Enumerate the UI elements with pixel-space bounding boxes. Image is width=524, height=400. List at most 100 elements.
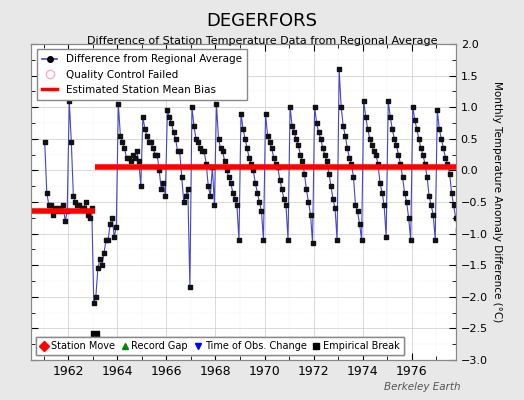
Point: [282, 202, 290, 208]
Point: [429, 212, 438, 218]
Point: [88, 205, 96, 212]
Point: [51, 205, 59, 212]
Point: [73, 202, 82, 208]
Point: [96, 256, 104, 262]
Point: [304, 199, 313, 205]
Point: [151, 151, 159, 158]
Point: [81, 199, 90, 205]
Point: [355, 221, 364, 227]
Point: [173, 148, 182, 155]
Point: [454, 227, 462, 234]
Point: [171, 136, 180, 142]
Point: [380, 202, 388, 208]
Point: [161, 192, 170, 199]
Point: [108, 214, 116, 221]
Point: [112, 224, 121, 230]
Point: [71, 199, 80, 205]
Text: DEGERFORS: DEGERFORS: [206, 12, 318, 30]
Point: [435, 126, 443, 132]
Point: [198, 148, 206, 155]
Point: [204, 183, 212, 189]
Point: [165, 114, 173, 120]
Point: [149, 145, 157, 152]
Point: [445, 170, 454, 177]
Point: [439, 145, 447, 152]
Point: [378, 189, 386, 196]
Text: Difference of Station Temperature Data from Regional Average: Difference of Station Temperature Data f…: [87, 36, 437, 46]
Point: [237, 110, 245, 117]
Point: [335, 66, 343, 72]
Point: [159, 180, 168, 186]
Point: [351, 202, 359, 208]
Point: [241, 136, 249, 142]
Point: [235, 237, 243, 243]
Point: [307, 212, 315, 218]
Point: [45, 202, 53, 208]
Point: [384, 98, 392, 104]
Point: [382, 234, 390, 240]
Point: [353, 208, 362, 215]
Point: [261, 110, 270, 117]
Point: [114, 101, 123, 107]
Point: [247, 161, 255, 167]
Point: [157, 186, 166, 192]
Point: [169, 129, 178, 136]
Point: [259, 237, 268, 243]
Point: [243, 145, 252, 152]
Point: [163, 107, 171, 114]
Point: [178, 174, 186, 180]
Point: [396, 161, 405, 167]
Point: [143, 132, 151, 139]
Point: [400, 189, 409, 196]
Point: [130, 154, 139, 161]
Point: [298, 158, 307, 164]
Point: [323, 158, 331, 164]
Point: [65, 98, 73, 104]
Point: [182, 192, 190, 199]
Point: [104, 237, 112, 243]
Point: [405, 214, 413, 221]
Point: [91, 332, 99, 338]
Point: [417, 145, 425, 152]
Point: [128, 151, 137, 158]
Point: [92, 294, 100, 300]
Point: [284, 237, 292, 243]
Point: [176, 148, 184, 155]
Point: [437, 136, 445, 142]
Point: [153, 151, 161, 158]
Point: [79, 205, 88, 212]
Point: [280, 196, 288, 202]
Point: [450, 202, 458, 208]
Point: [145, 139, 153, 145]
Point: [214, 136, 223, 142]
Point: [42, 189, 51, 196]
Point: [75, 202, 84, 208]
Point: [364, 126, 372, 132]
Point: [40, 139, 49, 145]
Point: [278, 186, 286, 192]
Point: [141, 126, 149, 132]
Point: [185, 284, 194, 290]
Point: [345, 154, 354, 161]
Point: [231, 196, 239, 202]
Point: [325, 170, 333, 177]
Point: [61, 218, 69, 224]
Point: [431, 237, 440, 243]
Point: [251, 180, 259, 186]
Point: [296, 151, 304, 158]
Point: [327, 183, 335, 189]
Point: [314, 129, 323, 136]
Point: [312, 120, 321, 126]
Point: [94, 265, 102, 272]
Point: [147, 139, 155, 145]
Point: [271, 161, 280, 167]
Point: [286, 104, 294, 110]
Point: [411, 117, 419, 123]
Point: [85, 214, 94, 221]
Point: [219, 148, 227, 155]
Point: [341, 132, 350, 139]
Point: [118, 139, 127, 145]
Point: [343, 145, 352, 152]
Point: [167, 120, 176, 126]
Point: [233, 202, 241, 208]
